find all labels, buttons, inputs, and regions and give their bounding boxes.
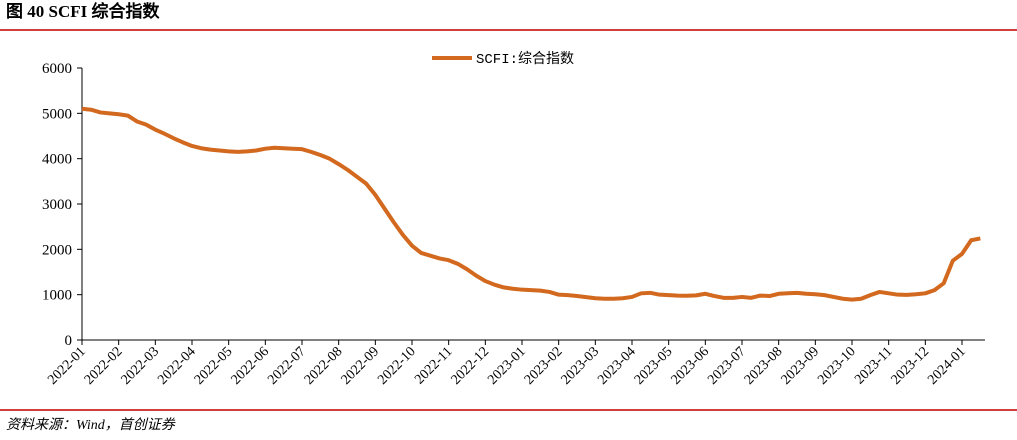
x-tick-label: 2023-05 [632,344,676,388]
x-tick-label: 2023-07 [705,344,749,388]
x-tick-label: 2022-09 [339,344,383,388]
y-tick-label: 4000 [42,152,72,168]
y-tick-label: 3000 [42,197,72,213]
line-series [81,106,981,302]
source: 资料来源：Wind，首创证券 [6,417,176,433]
x-tick-label: 2022-11 [412,344,455,387]
x-tick-label: 2023-03 [559,344,603,388]
y-tick-label: 6000 [42,61,72,77]
legend-label: SCFI:综合指数 [476,51,574,68]
x-tick-label: 2022-07 [265,344,309,388]
x-tick-label: 2024-01 [925,344,969,388]
x-tick-label: 2022-06 [229,344,273,388]
x-tick-label: 2023-09 [779,344,823,388]
x-tick-label: 2023-12 [889,344,933,388]
x-tick-label: 2023-02 [522,344,566,388]
x-tick-label: 2023-01 [485,344,529,388]
x-tick-label: 2023-11 [852,344,895,387]
y-tick-label: 0 [65,333,73,349]
chart-title: 图 40 SCFI 综合指数 [6,1,160,21]
x-tick-label: 2022-01 [45,344,89,388]
y-tick-label: 5000 [42,106,72,122]
y-tick-label: 2000 [42,242,72,258]
x-tick-label: 2023-08 [742,344,786,388]
x-tick-label: 2022-12 [449,344,493,388]
x-tick-label: 2022-10 [375,344,419,388]
x-tick-label: 2023-06 [669,344,713,388]
x-tick-label: 2022-04 [155,344,199,388]
x-tick-label: 2022-05 [192,344,236,388]
x-tick-label: 2022-08 [302,344,346,388]
y-tick-label: 1000 [42,288,72,304]
x-tick-label: 2023-10 [815,344,859,388]
x-tick-label: 2022-03 [119,344,163,388]
x-tick-label: 2023-04 [595,344,639,388]
x-tick-label: 2022-02 [82,344,126,388]
